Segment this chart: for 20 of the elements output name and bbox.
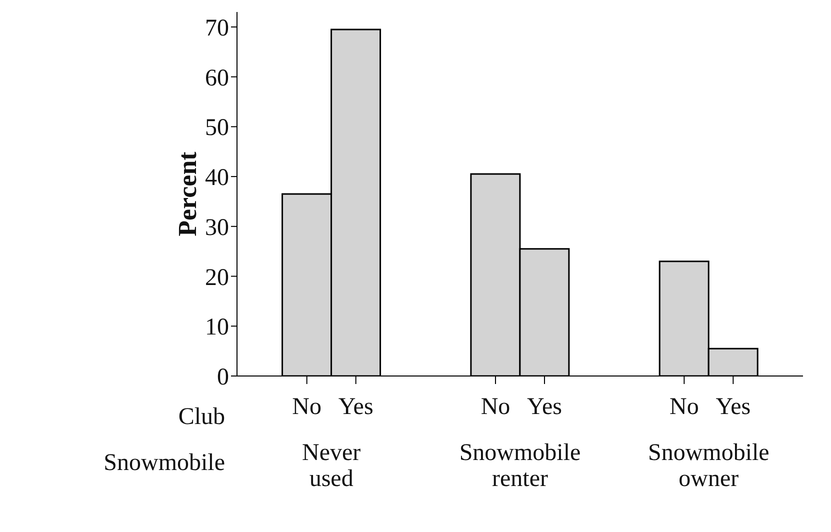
- legend-title: Club: [178, 404, 225, 431]
- y-tick-label: 50: [205, 115, 229, 142]
- y-axis-title: Percent: [173, 151, 202, 236]
- x-axis-title: Snowmobile: [104, 450, 225, 477]
- text: No: [669, 394, 699, 420]
- x-tick-label: Snowmobile owner: [648, 440, 770, 492]
- text: No: [480, 394, 510, 420]
- y-tick-label: 20: [205, 264, 229, 291]
- legend-label: No: [292, 394, 322, 420]
- y-tick-label: 0: [217, 364, 229, 391]
- x-tick-label: Snowmobile renter: [459, 440, 581, 492]
- x-tick-label: Never used: [302, 440, 361, 492]
- y-tick-label: 40: [205, 165, 229, 192]
- text: Yes: [716, 394, 751, 420]
- y-tick-label: 10: [205, 314, 229, 341]
- legend-label: Yes: [338, 394, 374, 420]
- y-tick-label: 70: [205, 15, 229, 42]
- text: Yes: [527, 394, 562, 420]
- y-tick-label: 30: [205, 214, 229, 241]
- y-tick-label: 60: [205, 65, 229, 92]
